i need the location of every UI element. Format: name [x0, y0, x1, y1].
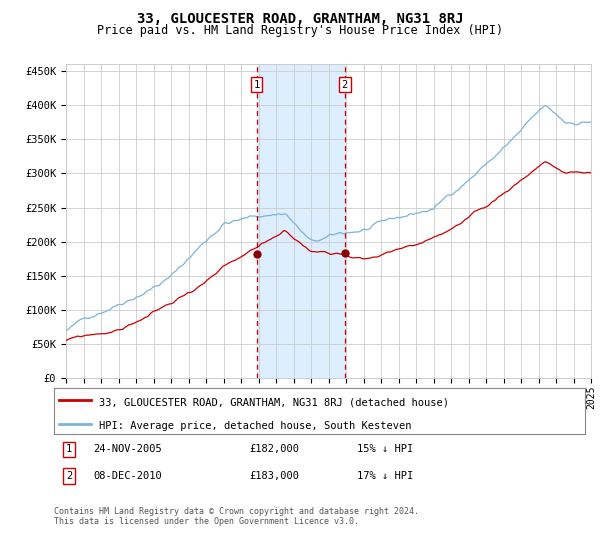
Text: £182,000: £182,000	[249, 444, 299, 454]
Text: 33, GLOUCESTER ROAD, GRANTHAM, NG31 8RJ: 33, GLOUCESTER ROAD, GRANTHAM, NG31 8RJ	[137, 12, 463, 26]
Text: Contains HM Land Registry data © Crown copyright and database right 2024.
This d: Contains HM Land Registry data © Crown c…	[54, 507, 419, 526]
Text: £183,000: £183,000	[249, 471, 299, 481]
Text: 15% ↓ HPI: 15% ↓ HPI	[357, 444, 413, 454]
Text: HPI: Average price, detached house, South Kesteven: HPI: Average price, detached house, Sout…	[99, 421, 412, 431]
Text: 1: 1	[66, 444, 72, 454]
Text: Price paid vs. HM Land Registry's House Price Index (HPI): Price paid vs. HM Land Registry's House …	[97, 24, 503, 36]
Text: 08-DEC-2010: 08-DEC-2010	[93, 471, 162, 481]
Text: 33, GLOUCESTER ROAD, GRANTHAM, NG31 8RJ (detached house): 33, GLOUCESTER ROAD, GRANTHAM, NG31 8RJ …	[99, 398, 449, 408]
Text: 1: 1	[254, 80, 260, 90]
Text: 2: 2	[341, 80, 348, 90]
Text: 2: 2	[66, 471, 72, 481]
Text: 17% ↓ HPI: 17% ↓ HPI	[357, 471, 413, 481]
Text: 24-NOV-2005: 24-NOV-2005	[93, 444, 162, 454]
Bar	[257, 64, 345, 378]
